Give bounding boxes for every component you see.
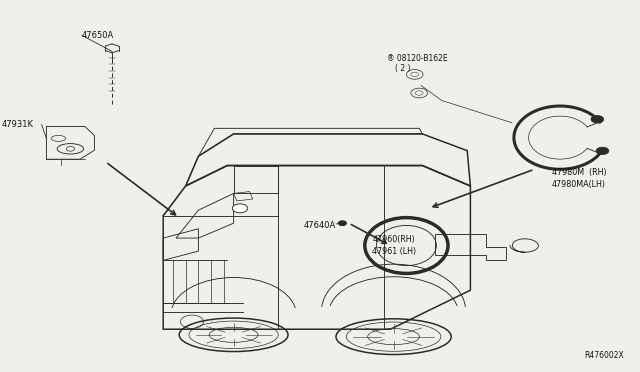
Text: 47931K: 47931K	[1, 120, 33, 129]
Text: 47960(RH): 47960(RH)	[372, 235, 415, 244]
Text: ( 2 ): ( 2 )	[395, 64, 410, 73]
Circle shape	[596, 147, 609, 155]
Text: 47980M  (RH): 47980M (RH)	[552, 169, 606, 177]
Text: 47961 (LH): 47961 (LH)	[372, 247, 417, 256]
Text: R476002X: R476002X	[584, 351, 624, 360]
Circle shape	[232, 204, 248, 213]
Circle shape	[339, 221, 346, 225]
Text: 47640A: 47640A	[304, 221, 336, 230]
Circle shape	[591, 116, 604, 123]
Text: ® 08120-B162E: ® 08120-B162E	[387, 54, 448, 63]
Text: 47980MA(LH): 47980MA(LH)	[552, 180, 605, 189]
Text: 47650A: 47650A	[82, 31, 114, 40]
